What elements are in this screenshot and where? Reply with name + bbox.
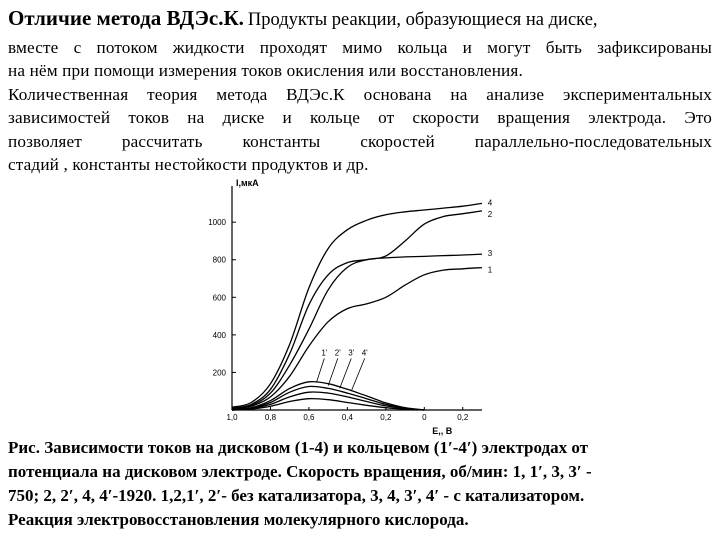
series-leader-line <box>350 358 366 392</box>
series-label: 4 <box>488 198 493 207</box>
series-leader-line <box>339 358 352 389</box>
series-label: 1' <box>321 349 327 358</box>
body-paragraph: вместе с потоком жидкости проходят мимо … <box>8 36 712 176</box>
series-line-3 <box>231 253 483 409</box>
series-leader-line <box>316 358 325 382</box>
x-tick-label: 0,4 <box>342 413 354 422</box>
voltammetry-figure: I,мкА 200 400 600 800 1000 1,0 0,8 0,6 0,4 0,2 0 0,2… <box>180 172 510 436</box>
series-line-5 <box>231 397 425 411</box>
series-line-6 <box>231 391 425 411</box>
title-line: Отличие метода ВДЭс.К. Продукты реакции,… <box>8 6 712 31</box>
series-label: 4' <box>362 349 368 358</box>
body-line-4: зависимостей токов на диске и кольце от … <box>8 108 712 128</box>
series-line-2 <box>231 210 483 409</box>
x-tick-label: 1,0 <box>226 413 238 422</box>
x-axis-label: E,, В <box>432 426 453 436</box>
caption-line-4: Реакция электровосстановления молекулярн… <box>8 510 469 529</box>
series-label: 3 <box>488 249 493 258</box>
body-line-2: на нём при помощи измерения токов окисле… <box>8 61 523 81</box>
body-line-3: Количественная теория метода ВДЭс.К осно… <box>8 84 712 104</box>
y-axis-label: I,мкА <box>236 178 259 188</box>
series-line-4 <box>231 266 483 410</box>
x-tick-label: 0,8 <box>265 413 277 422</box>
x-tick-label: 0,2 <box>380 413 392 422</box>
y-tick-label: 200 <box>213 368 227 377</box>
caption-line-3: 750; 2, 2′, 4, 4′-1920. 1,2,1′, 2′- без … <box>8 486 585 505</box>
series-line-8 <box>231 380 425 411</box>
figure-caption: Рис. Зависимости токов на дисковом (1-4)… <box>8 436 712 532</box>
x-tick-label: 0,6 <box>303 413 315 422</box>
x-tick-label: 0,2 <box>457 413 469 422</box>
x-tick-label: 0 <box>422 413 427 422</box>
caption-line-2: потенциала на дисковом электроде. Скорос… <box>8 462 592 481</box>
y-tick-label: 800 <box>213 256 227 265</box>
body-line-5: позволяет рассчитать константы скоростей… <box>8 131 712 151</box>
series-line-7 <box>231 385 425 411</box>
y-tick-label: 600 <box>213 293 227 302</box>
title-continuation: Продукты реакции, образующиеся на диске, <box>247 10 598 30</box>
y-tick-label: 1000 <box>208 218 226 227</box>
series-line-1 <box>231 202 483 408</box>
series-label: 3' <box>348 349 354 358</box>
series-label: 1 <box>488 266 493 275</box>
chart-svg: I,мкА 200 400 600 800 1000 1,0 0,8 0,6 0,4 0,2 0 0,2… <box>208 178 493 436</box>
series-leader-line <box>327 358 339 386</box>
series-label: 2 <box>488 210 493 219</box>
y-tick-label: 400 <box>213 331 227 340</box>
page-title: Отличие метода ВДЭс.К. <box>8 6 244 30</box>
series-label: 2' <box>335 349 341 358</box>
caption-line-1: Рис. Зависимости токов на дисковом (1-4)… <box>8 438 588 457</box>
body-line-1: вместе с потоком жидкости проходят мимо … <box>8 38 712 57</box>
body-line-6: стадий , константы нестойкости продуктов… <box>8 155 369 175</box>
